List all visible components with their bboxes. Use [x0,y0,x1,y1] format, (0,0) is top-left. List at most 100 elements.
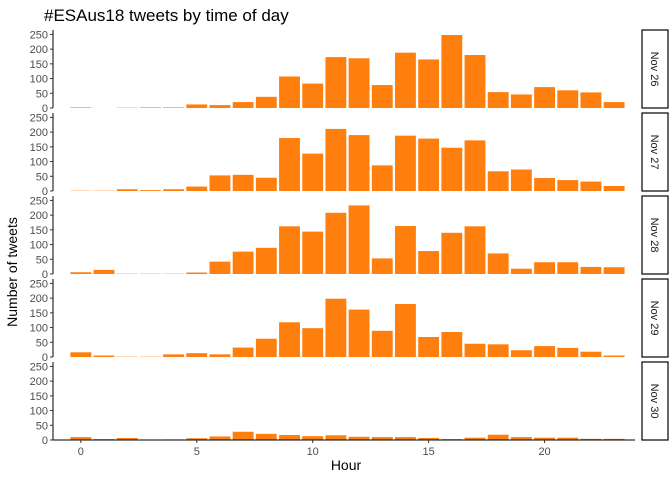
y-tick-label: 0 [42,269,48,281]
bar [70,352,92,357]
bar [209,436,231,440]
bar [186,438,208,440]
y-tick-label: 150 [30,225,48,237]
bar [487,434,509,440]
x-axis: 0 5 10 15 20 [53,439,635,458]
y-tick-label: 50 [36,420,48,432]
x-tick-label: 0 [78,446,84,458]
bar [580,92,602,108]
bar [209,175,231,191]
bar [510,94,532,108]
bar [348,436,370,440]
y-tick-label: 200 [30,376,48,388]
bar [348,135,370,191]
bar [557,180,579,191]
bar [418,138,440,191]
chart-title: #ESAus18 tweets by time of day [44,6,289,25]
bar [325,298,347,357]
y-tick-label: 100 [30,74,48,86]
bar [232,431,254,440]
bar [209,261,231,274]
bar [325,128,347,191]
bar [557,347,579,357]
facet-strip-label: Nov 28 [648,218,660,253]
facet-panels: 0 50 100 150 200 250 Nov 26 0 50 100 150 200 250 Nov … [30,29,669,447]
bar [534,87,556,108]
bar [186,186,208,191]
bar [209,105,231,108]
bar [395,226,416,274]
bar [186,353,208,357]
bar [163,107,185,108]
bar [302,83,324,108]
bar [279,226,300,274]
bar [395,135,416,191]
y-tick-label: 250 [30,195,48,207]
bar [232,251,254,274]
y-tick-label: 50 [36,254,48,266]
bar [348,58,370,108]
y-tick-label: 150 [30,391,48,403]
y-tick-label: 250 [30,29,48,41]
y-tick-label: 100 [30,157,48,169]
bar [603,186,625,191]
bar [534,262,556,274]
bar [232,174,254,191]
bar [464,55,486,108]
facet-strip [641,195,669,275]
bar [487,92,509,108]
bar [371,85,393,108]
bar [232,347,254,357]
x-tick-label: 5 [194,446,200,458]
y-tick-label: 0 [42,186,48,198]
bar [302,328,324,357]
bar [603,102,625,108]
bar [371,330,393,357]
x-axis-title: Hour [331,457,362,473]
bar [348,205,370,274]
y-tick-label: 200 [30,127,48,139]
bar [116,189,138,191]
bar [603,267,625,274]
bar [487,253,509,274]
facet-strip-label: Nov 29 [648,301,660,336]
bar [302,153,324,191]
y-tick-label: 200 [30,44,48,56]
bar [371,165,393,191]
bar [93,355,115,357]
facet-panel: 0 50 100 150 200 250 Nov 28 [30,195,669,281]
bar [557,90,579,108]
bar [510,350,532,357]
y-tick-label: 250 [30,112,48,124]
y-tick-label: 50 [36,171,48,183]
y-tick-label: 0 [42,352,48,364]
bar [510,169,532,191]
bar [371,258,393,274]
bar [139,107,161,108]
y-tick-label: 50 [36,337,48,349]
bar [418,59,440,108]
bar [441,232,463,274]
x-tick-label: 10 [307,446,319,458]
bar [464,140,486,191]
y-tick-label: 200 [30,210,48,222]
y-tick-label: 150 [30,59,48,71]
bar [580,181,602,191]
y-tick-label: 0 [42,103,48,115]
bar [510,437,532,440]
y-tick-label: 250 [30,361,48,373]
bar [255,338,277,357]
bar [325,57,347,108]
bar [139,190,161,191]
bar [580,438,602,440]
bar [163,189,185,191]
y-tick-label: 50 [36,88,48,100]
bar [464,343,486,357]
bar [534,437,556,440]
facet-strip-label: Nov 26 [648,52,660,87]
bar [302,231,324,274]
x-tick-label: 15 [423,446,435,458]
bar [279,435,300,440]
bar [279,322,300,357]
